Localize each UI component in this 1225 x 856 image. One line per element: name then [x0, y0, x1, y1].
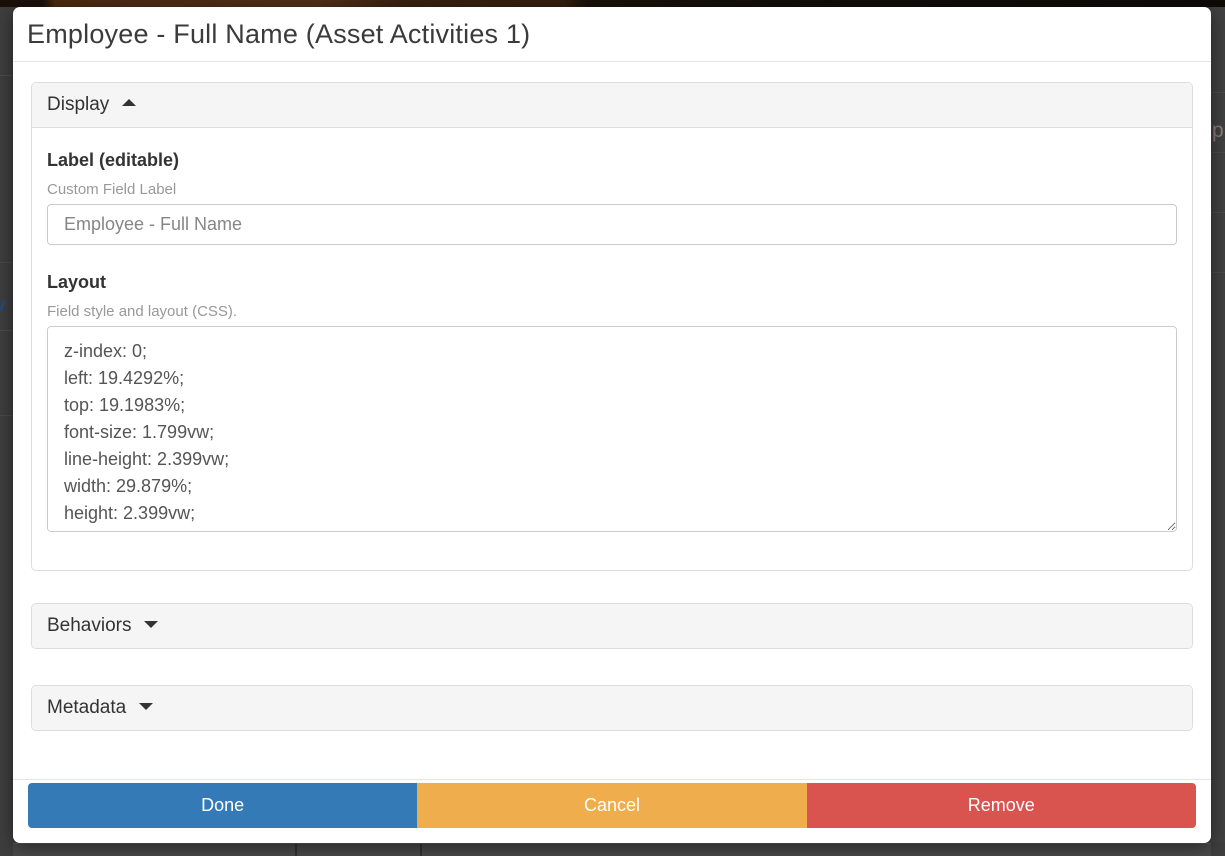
backdrop-text-fragment: p: [1212, 119, 1224, 142]
backdrop-row-line: [0, 75, 13, 76]
remove-button[interactable]: Remove: [806, 783, 1196, 828]
section-display-label: Display: [47, 94, 110, 115]
section-metadata-label: Metadata: [47, 697, 127, 718]
done-button[interactable]: Done: [28, 783, 418, 828]
modal-backdrop-top: [0, 0, 1225, 7]
custom-field-label-input[interactable]: [47, 204, 1177, 245]
section-display-toggle[interactable]: Display: [32, 83, 1192, 128]
caret-up-icon: [121, 99, 136, 107]
cancel-button[interactable]: Cancel: [417, 783, 807, 828]
modal-backdrop-bottom: [13, 843, 1211, 856]
backdrop-row-line: [0, 262, 13, 263]
caret-down-icon: [143, 621, 158, 629]
backdrop-row-line: [0, 415, 13, 416]
section-metadata-toggle[interactable]: Metadata: [32, 686, 1192, 730]
section-behaviors: Behaviors: [31, 603, 1193, 649]
label-editable-heading: Label (editable): [47, 150, 180, 170]
modal-backdrop-right: p: [1211, 7, 1225, 843]
backdrop-cell-border: [420, 844, 422, 856]
layout-css-textarea[interactable]: z-index: 0; left: 19.4292%; top: 19.1983…: [47, 326, 1177, 532]
section-display: Display Label (editable) Custom Field La…: [31, 82, 1193, 571]
footer-button-group: Done Cancel Remove: [28, 783, 1196, 828]
backdrop-text-fragment: [0, 298, 7, 313]
section-behaviors-toggle[interactable]: Behaviors: [32, 604, 1192, 648]
custom-field-label-hint: Custom Field Label: [47, 181, 177, 198]
backdrop-cell-border: [295, 844, 297, 856]
modal-title: Employee - Full Name (Asset Activities 1…: [27, 19, 531, 49]
layout-css-hint: Field style and layout (CSS).: [47, 303, 238, 320]
backdrop-row-line: [1211, 152, 1225, 153]
modal-header: Employee - Full Name (Asset Activities 1…: [13, 7, 1211, 62]
layout-heading: Layout: [47, 272, 107, 292]
modal-backdrop-left: [0, 7, 13, 843]
backdrop-row-line: [1211, 212, 1225, 213]
modal-footer: Done Cancel Remove: [13, 779, 1211, 828]
backdrop-row-line: [1211, 272, 1225, 273]
section-metadata: Metadata: [31, 685, 1193, 731]
section-behaviors-label: Behaviors: [47, 615, 132, 636]
modal-body: Display Label (editable) Custom Field La…: [13, 62, 1211, 731]
caret-down-icon: [138, 703, 153, 711]
field-settings-modal: Employee - Full Name (Asset Activities 1…: [13, 7, 1211, 843]
backdrop-row-line: [1211, 92, 1225, 93]
section-display-body: Label (editable) Custom Field Label Layo…: [32, 128, 1192, 570]
backdrop-row-line: [0, 330, 13, 331]
